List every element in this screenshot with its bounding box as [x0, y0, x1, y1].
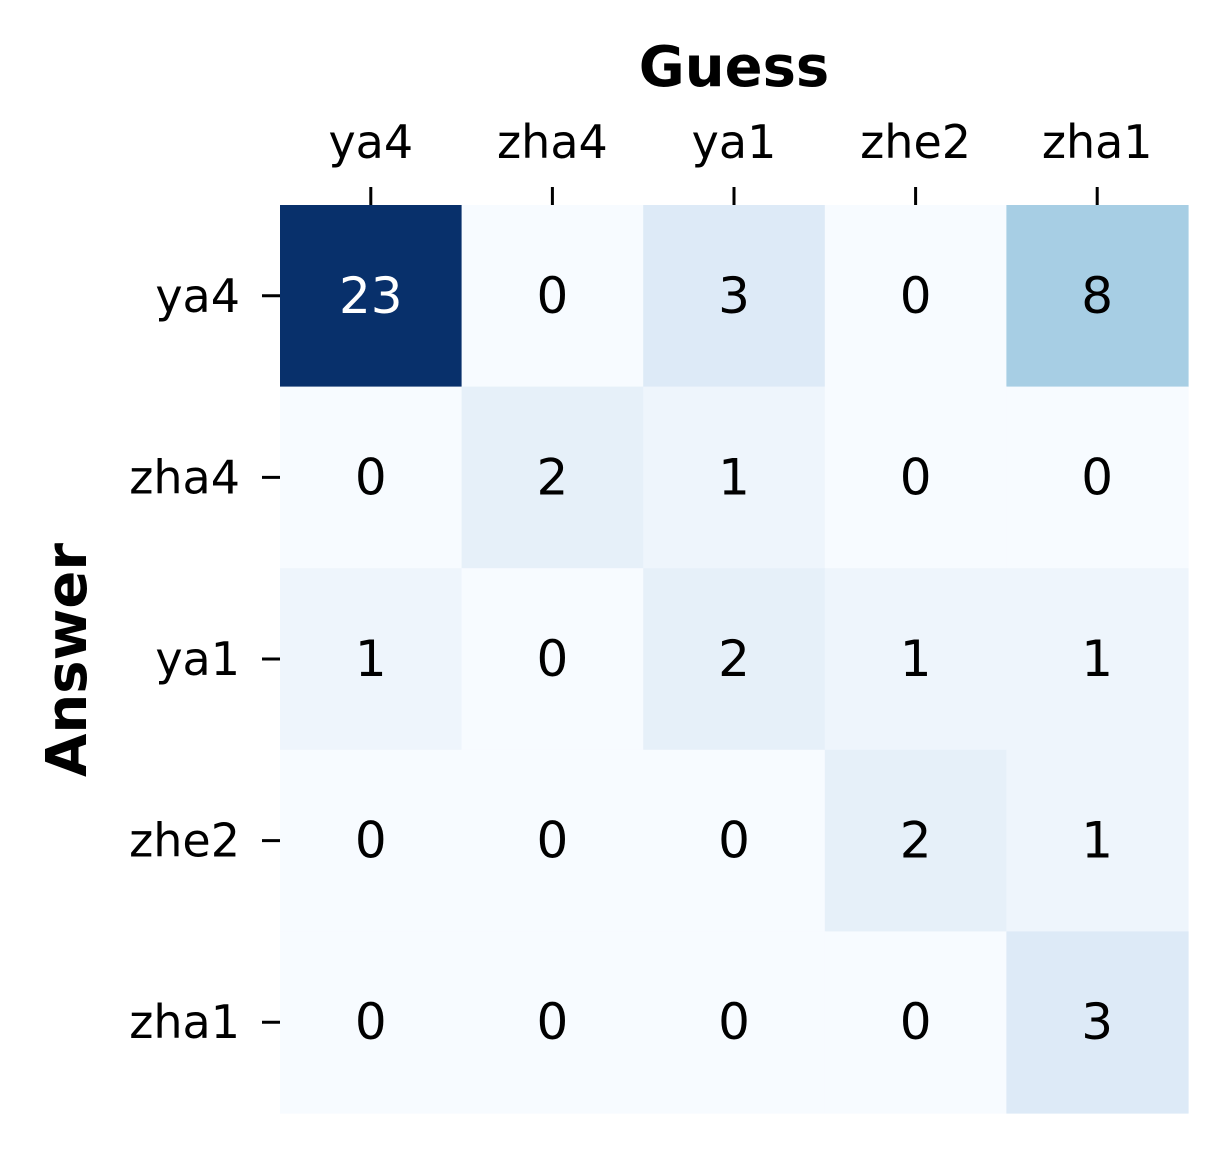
- cell-value-label: 0: [536, 993, 568, 1051]
- heatmap-cell-0-0: [280, 205, 463, 388]
- heatmap-cell-4-3: [824, 931, 1007, 1114]
- heatmap-cell-2-3: [824, 568, 1007, 751]
- heatmap-cell-1-4: [1006, 386, 1189, 569]
- x-tick-label: ya1: [692, 115, 777, 169]
- cell-value-label: 0: [536, 812, 568, 870]
- heatmap-cell-0-3: [824, 205, 1007, 388]
- cell-value-label: 1: [900, 630, 932, 688]
- cell-value-label: 0: [900, 448, 932, 506]
- heatmap-cell-4-4: [1006, 931, 1189, 1114]
- cell-value-label: 1: [1081, 812, 1113, 870]
- heatmap-cells: [280, 205, 1189, 1114]
- cell-value-label: 2: [900, 812, 932, 870]
- cell-value-label: 2: [718, 630, 750, 688]
- heatmap-cell-labels: 23 0 3 0 8 0 2 1 0 0 1 0 2 1 1 0 0 0 2 1 0 0 0 0 3: [339, 267, 1113, 1051]
- cell-value-label: 3: [1081, 993, 1113, 1051]
- cell-value-label: 0: [718, 993, 750, 1051]
- heatmap-cell-3-2: [643, 749, 826, 932]
- cell-value-label: 1: [355, 630, 387, 688]
- x-tick-label: zha1: [1042, 115, 1153, 169]
- cell-value-label: 8: [1081, 267, 1113, 325]
- heatmap-cell-0-4: [1006, 205, 1189, 388]
- heatmap-cell-0-2: [643, 205, 826, 388]
- y-axis-title: Answer: [35, 543, 100, 777]
- heatmap-cell-2-0: [280, 568, 463, 751]
- cell-value-label: 23: [339, 267, 403, 325]
- x-axis-title: Guess: [639, 35, 829, 100]
- cell-value-label: 0: [355, 812, 387, 870]
- cell-value-label: 0: [900, 267, 932, 325]
- heatmap-cell-1-3: [824, 386, 1007, 569]
- cell-value-label: 0: [900, 993, 932, 1051]
- x-tick-label: zhe2: [860, 115, 971, 169]
- heatmap-cell-3-3: [824, 749, 1007, 932]
- cell-value-label: 2: [536, 448, 568, 506]
- heatmap-cell-3-4: [1006, 749, 1189, 932]
- y-tick-label: zhe2: [129, 814, 240, 868]
- heatmap-cell-3-1: [461, 749, 644, 932]
- cell-value-label: 0: [355, 993, 387, 1051]
- heatmap-cell-2-4: [1006, 568, 1189, 751]
- y-tick-label: zha1: [129, 995, 240, 1049]
- heatmap-cell-4-2: [643, 931, 826, 1114]
- y-axis-ticks: ya4 zha4 ya1 zhe2 zha1: [129, 269, 280, 1049]
- cell-value-label: 0: [1081, 448, 1113, 506]
- cell-value-label: 0: [536, 267, 568, 325]
- cell-value-label: 1: [718, 448, 750, 506]
- cell-value-label: 0: [536, 630, 568, 688]
- heatmap-cell-1-2: [643, 386, 826, 569]
- x-tick-label: zha4: [497, 115, 608, 169]
- y-tick-label: ya4: [155, 269, 240, 323]
- heatmap-cell-3-0: [280, 749, 463, 932]
- heatmap-cell-4-0: [280, 931, 463, 1114]
- heatmap-cell-1-1: [461, 386, 644, 569]
- cell-value-label: 3: [718, 267, 750, 325]
- heatmap-cell-4-1: [461, 931, 644, 1114]
- y-tick-label: ya1: [155, 632, 240, 686]
- heatmap-cell-2-1: [461, 568, 644, 751]
- heatmap-cell-2-2: [643, 568, 826, 751]
- y-tick-label: zha4: [129, 450, 240, 504]
- x-tick-label: ya4: [328, 115, 413, 169]
- heatmap-cell-0-1: [461, 205, 644, 388]
- x-axis-ticks: ya4 zha4 ya1 zhe2 zha1: [328, 115, 1153, 205]
- cell-value-label: 1: [1081, 630, 1113, 688]
- cell-value-label: 0: [355, 448, 387, 506]
- heatmap-cell-1-0: [280, 386, 463, 569]
- cell-value-label: 0: [718, 812, 750, 870]
